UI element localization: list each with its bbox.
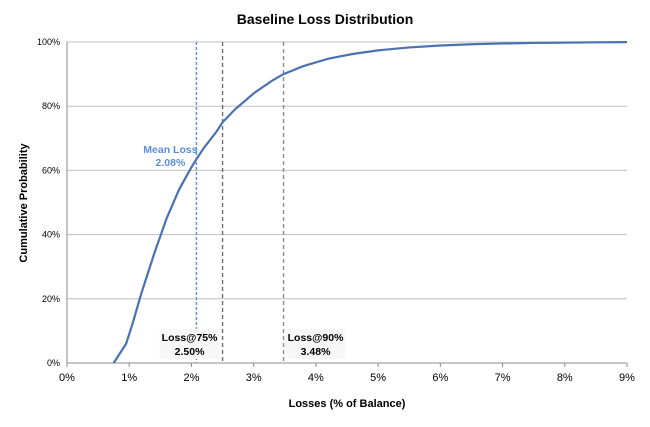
x-tick-label: 6% xyxy=(432,372,448,384)
annotation-value: 3.48% xyxy=(301,346,331,358)
cdf-curve xyxy=(112,41,628,364)
x-tick-label: 0% xyxy=(59,372,75,384)
x-tick-label: 9% xyxy=(619,372,635,384)
annotation-mean-value: 2.08% xyxy=(156,157,186,169)
annotation-mean-label: Mean Loss xyxy=(143,144,197,156)
x-tick-label: 2% xyxy=(183,372,199,384)
x-tick-label: 7% xyxy=(495,372,511,384)
annotation-label: Loss@90% xyxy=(288,332,344,344)
y-tick-label: 100% xyxy=(37,37,60,47)
y-tick-label: 20% xyxy=(42,294,60,304)
x-tick-label: 3% xyxy=(246,372,262,384)
y-tick-label: 60% xyxy=(42,165,60,175)
tick-labels-layer: 0% 20% 40% 60% 80% 100% 0% 1% 2% 3% 4% 5% 6% 7% 8% 9% xyxy=(37,37,635,384)
x-tick-label: 8% xyxy=(557,372,573,384)
y-tick-label: 40% xyxy=(42,230,60,240)
marker-lines-layer xyxy=(195,42,285,363)
y-axis-label: Cumulative Probability xyxy=(18,143,30,263)
annotation-label: Loss@75% xyxy=(162,332,218,344)
annotation-box xyxy=(285,329,346,359)
y-tick-label: 0% xyxy=(47,358,60,368)
curve-layer xyxy=(112,41,628,364)
y-tick-label: 80% xyxy=(42,101,60,111)
chart-title: Baseline Loss Distribution xyxy=(237,11,414,27)
grid-layer xyxy=(66,41,628,367)
x-tick-label: 1% xyxy=(121,372,137,384)
annotation-value: 2.50% xyxy=(175,346,205,358)
x-tick-label: 4% xyxy=(308,372,324,384)
annotation-box xyxy=(159,329,220,359)
x-tick-label: 5% xyxy=(370,372,386,384)
x-axis-label: Losses (% of Balance) xyxy=(289,398,406,410)
